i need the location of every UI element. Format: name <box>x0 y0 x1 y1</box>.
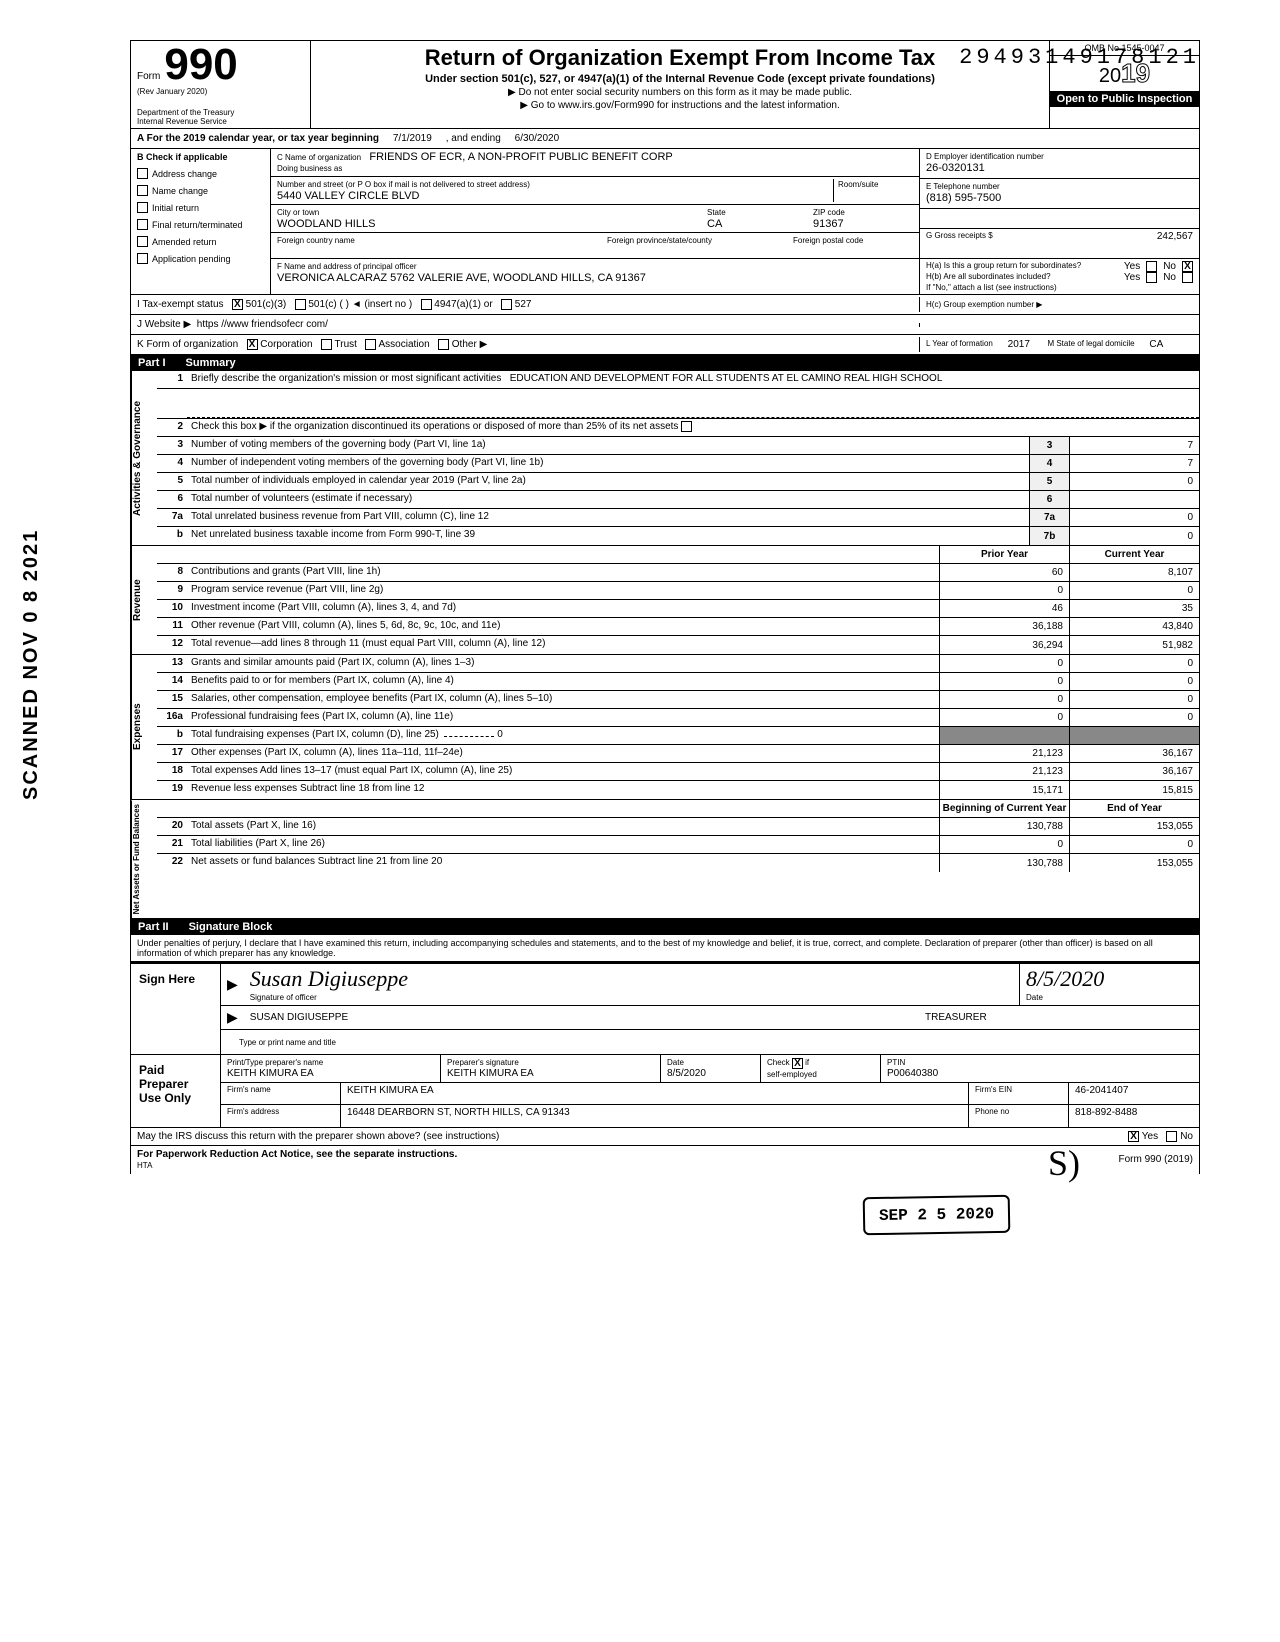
chk-hb-no[interactable] <box>1182 272 1193 283</box>
part-ii-header: Part IISignature Block <box>130 919 1200 935</box>
chk-discuss-yes[interactable]: X <box>1128 1131 1139 1142</box>
section-expenses: Expenses 13Grants and similar amounts pa… <box>130 655 1200 800</box>
preparer-signature: KEITH KIMURA EA <box>447 1068 534 1079</box>
chk-initial-return[interactable] <box>137 202 148 213</box>
col-d: D Employer identification number26-03201… <box>919 149 1199 294</box>
form-dept: Department of the Treasury <box>137 108 304 117</box>
form-note2: ▶ Go to www.irs.gov/Form990 for instruct… <box>319 100 1041 111</box>
chk-4947[interactable] <box>421 299 432 310</box>
chk-discuss-no[interactable] <box>1166 1131 1177 1142</box>
firm-name: KEITH KIMURA EA <box>341 1083 969 1104</box>
form-number: 990 <box>164 43 237 87</box>
chk-trust[interactable] <box>321 339 332 350</box>
chk-ha-yes[interactable] <box>1146 261 1157 272</box>
form-note1: ▶ Do not enter social security numbers o… <box>319 87 1041 98</box>
line-i: I Tax-exempt status X 501(c)(3) 501(c) (… <box>130 295 1200 315</box>
line-j: J Website ▶ https //www friendsofecr com… <box>130 315 1200 335</box>
form-title: Return of Organization Exempt From Incom… <box>319 45 1041 71</box>
chk-527[interactable] <box>501 299 512 310</box>
form-label: Form <box>137 71 160 82</box>
received-stamp: SEP 2 5 2020 <box>862 1195 1010 1236</box>
chk-association[interactable] <box>365 339 376 350</box>
website: https //www friendsofecr com/ <box>197 319 328 330</box>
chk-hb-yes[interactable] <box>1146 272 1157 283</box>
firm-ein: 46-2041407 <box>1069 1083 1199 1104</box>
section-revenue: Revenue Prior YearCurrent Year 8Contribu… <box>130 546 1200 655</box>
col-c: C Name of organization FRIENDS OF ECR, A… <box>271 149 919 294</box>
chk-address-change[interactable] <box>137 168 148 179</box>
arrow-icon: ▶ <box>221 1007 244 1028</box>
preparer-name: KEITH KIMURA EA <box>227 1068 314 1079</box>
principal-officer: VERONICA ALCARAZ 5762 VALERIE AVE, WOODL… <box>277 272 646 284</box>
officer-name: SUSAN DIGIUSEPPE <box>250 1012 348 1023</box>
chk-name-change[interactable] <box>137 185 148 196</box>
ein: 26-0320131 <box>926 162 985 174</box>
section-net-assets: Net Assets or Fund Balances Beginning of… <box>130 800 1200 919</box>
dln-number: 29493149178121 <box>959 45 1200 70</box>
line-a: A For the 2019 calendar year, or tax yea… <box>130 129 1200 149</box>
form-subtitle: Under section 501(c), 527, or 4947(a)(1)… <box>319 73 1041 85</box>
discuss-row: May the IRS discuss this return with the… <box>130 1128 1200 1146</box>
form-page: SCANNED NOV 0 8 2021 29493149178121 Form… <box>0 0 1280 1334</box>
line-k: K Form of organization X Corporation Tru… <box>130 335 1200 355</box>
officer-signature: Susan Digiuseppe <box>250 966 408 991</box>
chk-501c3[interactable]: X <box>232 299 243 310</box>
form-irs: Internal Revenue Service <box>137 117 304 126</box>
open-public: Open to Public Inspection <box>1050 91 1199 107</box>
perjury-statement: Under penalties of perjury, I declare th… <box>130 935 1200 962</box>
chk-self-employed[interactable]: X <box>792 1058 803 1069</box>
hand-initial: S) <box>1048 1142 1080 1184</box>
mission: EDUCATION AND DEVELOPMENT FOR ALL STUDEN… <box>510 373 943 384</box>
sign-here-block: Sign Here ▶ Susan DigiuseppeSignature of… <box>130 962 1200 1055</box>
org-street: 5440 VALLEY CIRCLE BLVD <box>277 190 419 202</box>
firm-phone: 818-892-8488 <box>1069 1105 1199 1127</box>
officer-title: TREASURER <box>925 1012 987 1023</box>
col-b: B Check if applicable Address change Nam… <box>131 149 271 294</box>
section-activities-governance: Activities & Governance 1Briefly describ… <box>130 371 1200 546</box>
ptin: P00640380 <box>887 1068 938 1079</box>
footer: For Paperwork Reduction Act Notice, see … <box>130 1146 1200 1174</box>
part-i-header: Part ISummary <box>130 355 1200 371</box>
chk-amended-return[interactable] <box>137 236 148 247</box>
chk-final-return[interactable] <box>137 219 148 230</box>
chk-501c[interactable] <box>295 299 306 310</box>
chk-line2[interactable] <box>681 421 692 432</box>
telephone: (818) 595-7500 <box>926 192 1001 204</box>
chk-ha-no[interactable]: X <box>1182 261 1193 272</box>
chk-other[interactable] <box>438 339 449 350</box>
chk-application-pending[interactable] <box>137 253 148 264</box>
preparer-date: 8/5/2020 <box>667 1068 706 1079</box>
paid-preparer-block: Paid Preparer Use Only Print/Type prepar… <box>130 1055 1200 1127</box>
firm-address: 16448 DEARBORN ST, NORTH HILLS, CA 91343 <box>341 1105 969 1127</box>
gross-receipts: 242,567 <box>999 231 1193 256</box>
arrow-icon: ▶ <box>221 974 244 995</box>
chk-corporation[interactable]: X <box>247 339 258 350</box>
scanned-stamp: SCANNED NOV 0 8 2021 <box>20 529 43 800</box>
org-name: FRIENDS OF ECR, A NON-PROFIT PUBLIC BENE… <box>369 151 672 163</box>
sign-date: 8/5/2020 <box>1026 966 1104 991</box>
